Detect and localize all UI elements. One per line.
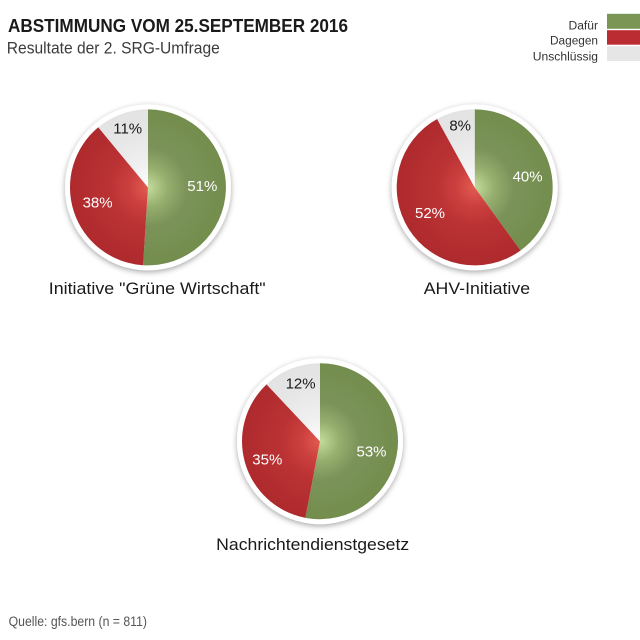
svg-text:51%: 51% <box>187 178 217 195</box>
svg-text:Resultate der 2. SRG-Umfrage: Resultate der 2. SRG-Umfrage <box>7 39 220 57</box>
svg-text:Quelle: gfs.bern (n = 811): Quelle: gfs.bern (n = 811) <box>9 614 147 629</box>
svg-text:ABSTIMMUNG VOM 25.SEPTEMBER 20: ABSTIMMUNG VOM 25.SEPTEMBER 2016 <box>8 16 348 36</box>
svg-text:Initiative "Grüne Wirtschaft": Initiative "Grüne Wirtschaft" <box>49 279 266 298</box>
svg-text:AHV-Initiative: AHV-Initiative <box>424 279 530 298</box>
svg-text:8%: 8% <box>449 118 471 135</box>
svg-text:52%: 52% <box>415 205 445 222</box>
svg-text:Unschlüssig: Unschlüssig <box>533 52 598 64</box>
svg-text:Nachrichtendienstgesetz: Nachrichtendienstgesetz <box>216 535 409 554</box>
svg-text:53%: 53% <box>356 443 386 460</box>
svg-text:38%: 38% <box>83 194 113 211</box>
svg-text:12%: 12% <box>286 375 316 392</box>
svg-text:Dafür: Dafür <box>569 21 599 33</box>
svg-text:Dagegen: Dagegen <box>550 36 598 48</box>
svg-text:40%: 40% <box>513 168 543 185</box>
svg-text:35%: 35% <box>252 452 282 469</box>
svg-text:11%: 11% <box>113 120 142 137</box>
